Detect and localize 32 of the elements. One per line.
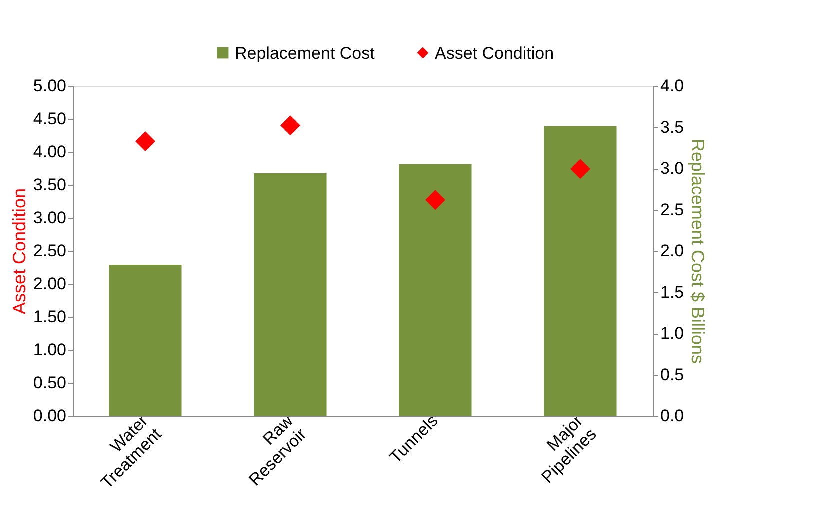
legend-label: Replacement Cost: [235, 44, 376, 63]
y-tick-label: 2.00: [33, 274, 66, 294]
y-tick-label: 1.50: [33, 308, 66, 326]
point: [136, 131, 156, 152]
y2-tick-label: 3.5: [660, 118, 684, 137]
y-tick-label: 4.00: [33, 142, 66, 162]
y2-tick-label: 2.0: [660, 242, 684, 260]
y2-axis-title: Replacement Cost $ Billions: [688, 138, 708, 364]
y-tick-label: 3.00: [33, 208, 66, 228]
y-tick-label: 2.50: [33, 242, 66, 260]
y2-tick-label: 1.5: [660, 282, 684, 302]
legend-label: Asset Condition: [435, 44, 554, 63]
point: [570, 159, 590, 180]
y2-tick-label: 1.0: [660, 324, 684, 343]
y-axis-title: Asset Condition: [9, 188, 30, 315]
y-tick-label: 4.50: [33, 110, 66, 128]
bar: [254, 173, 327, 416]
y-tick-label: 0.50: [33, 374, 66, 392]
y2-tick-label: 2.5: [660, 200, 684, 220]
bar: [399, 164, 472, 416]
y2-tick-label: 4.0: [660, 76, 684, 96]
bar: [544, 126, 617, 416]
y-tick-label: 0.00: [33, 406, 66, 426]
y-tick-label: 1.00: [33, 340, 66, 360]
y2-tick-label: 0.5: [660, 365, 684, 384]
point: [280, 116, 300, 136]
y2-tick-label: 3.0: [660, 159, 684, 178]
y-tick-label: 5.00: [33, 76, 66, 96]
y2-tick-label: 0.0: [660, 406, 684, 426]
point: [426, 190, 446, 210]
y-tick-label: 3.50: [33, 176, 66, 194]
bar: [109, 265, 182, 416]
